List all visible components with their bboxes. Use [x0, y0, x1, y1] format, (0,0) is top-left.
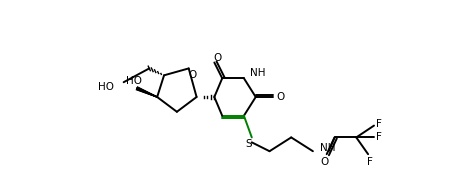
Text: NH: NH	[320, 143, 335, 153]
Text: F: F	[376, 133, 382, 142]
Text: HO: HO	[126, 76, 142, 86]
Text: O: O	[276, 92, 284, 102]
Text: F: F	[376, 119, 382, 129]
Text: NH: NH	[250, 68, 265, 78]
Text: O: O	[213, 53, 221, 63]
Text: HO: HO	[98, 82, 114, 92]
Text: S: S	[246, 139, 252, 149]
Text: F: F	[367, 157, 373, 167]
Text: O: O	[320, 157, 329, 167]
Text: O: O	[189, 70, 197, 80]
